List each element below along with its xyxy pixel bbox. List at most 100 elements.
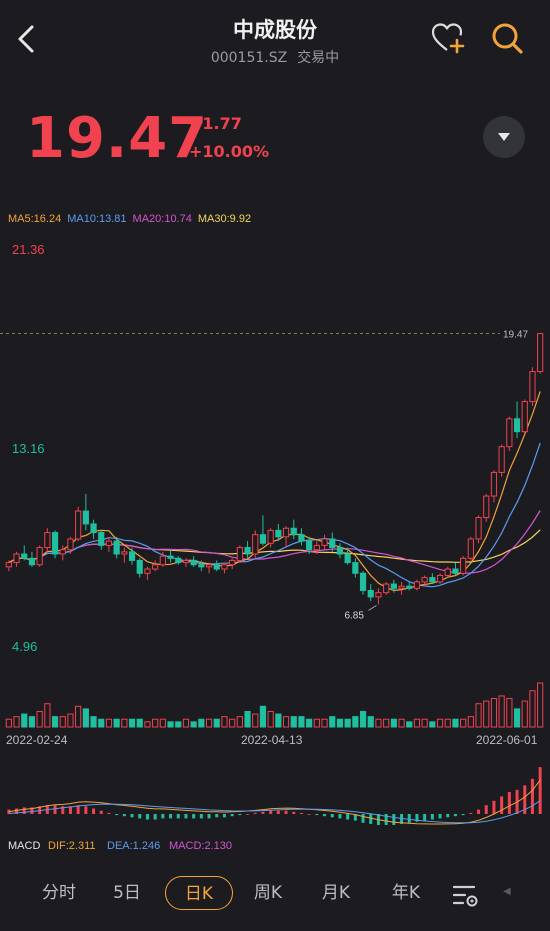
period-tab-bar: 分时 5日 日K 周K 月K 年K: [0, 870, 550, 916]
candle-body: [128, 551, 136, 561]
macd-bar: [92, 808, 96, 814]
candle-body: [205, 564, 213, 568]
candle-body: [429, 577, 436, 583]
heart-plus-icon: [431, 23, 465, 54]
volume-bar: [383, 718, 390, 728]
candle-body: [36, 547, 43, 566]
macd-bar: [145, 814, 149, 820]
candle-body: [282, 527, 290, 538]
stock-code: 000151.SZ: [210, 50, 288, 66]
add-favorite-button[interactable]: [430, 20, 466, 56]
candle-body: [352, 562, 359, 574]
volume-bar: [128, 718, 136, 728]
macd-title: MACD: [8, 840, 40, 852]
ma-label: MA5:16.24: [8, 213, 62, 225]
candle-body: [21, 553, 28, 559]
volume-bar: [460, 718, 467, 728]
candle-body: [521, 401, 528, 433]
volume-bar: [306, 718, 313, 728]
candle-body: [190, 559, 197, 566]
volume-bar: [336, 718, 344, 728]
macd-bar: [346, 814, 350, 820]
axis-min-label: 4.96: [12, 639, 37, 654]
search-button[interactable]: [488, 19, 526, 57]
candle-body: [175, 557, 182, 564]
tab-6[interactable]: 年K: [391, 883, 421, 903]
candle-body: [267, 529, 274, 544]
back-button[interactable]: [10, 22, 44, 56]
ma5-line: [8, 391, 541, 592]
volume-bar: [5, 718, 12, 728]
macd-bar: [338, 814, 342, 819]
expand-quote-button[interactable]: [483, 116, 525, 158]
volume-bar: [28, 716, 36, 728]
macd-bar: [507, 792, 511, 814]
candle-body: [413, 581, 421, 589]
macd-bar: [430, 814, 434, 820]
tab-5[interactable]: 月K: [321, 883, 351, 903]
macd-bar: [253, 812, 257, 814]
candle-body: [367, 589, 374, 598]
macd-bar: [122, 814, 126, 817]
candle-body: [136, 559, 143, 574]
volume-bar: [198, 718, 205, 728]
candle-body: [460, 557, 467, 574]
candle-body: [483, 495, 490, 519]
header: 中成股份 000151.SZ 交易中: [0, 0, 550, 80]
tab-4[interactable]: 周K: [253, 883, 283, 903]
date-label: 2022-06-01: [476, 733, 538, 747]
volume-bar: [421, 718, 428, 728]
volume-bar: [444, 718, 451, 728]
volume-bar: [213, 718, 220, 728]
candle-body: [398, 585, 405, 589]
volume-bar: [298, 716, 305, 728]
macd-bar: [415, 814, 419, 822]
macd-bar: [261, 811, 265, 814]
macd-bar: [453, 814, 457, 817]
macd-bar: [138, 814, 142, 819]
volume-bar: [236, 716, 243, 728]
macd-bar: [407, 814, 411, 823]
low-marker-line: [368, 605, 377, 611]
candle-body: [444, 568, 451, 576]
volume-bar: [359, 710, 367, 728]
ma-label: MA30:9.92: [197, 213, 252, 225]
volume-bar: [344, 718, 351, 728]
macd-bar: [61, 806, 65, 814]
candle-body: [28, 557, 36, 566]
tab-1[interactable]: 分时: [42, 883, 76, 903]
candle-body: [383, 583, 390, 594]
volume-bar: [136, 718, 143, 728]
price-change: +1.77: [189, 114, 242, 133]
macd-bar: [192, 814, 196, 819]
macd-bar: [484, 805, 488, 814]
chart-settings-button[interactable]: [452, 884, 480, 908]
macd-bar: [269, 810, 273, 814]
macd-dea-line: [8, 800, 541, 824]
candle-body: [113, 540, 120, 555]
macd-bar: [107, 812, 111, 814]
tab-3[interactable]: 日K: [165, 876, 233, 910]
volume-bar: [36, 710, 43, 728]
volume-bar: [275, 713, 282, 728]
macd-bar: [153, 814, 157, 820]
candle-body: [259, 534, 267, 544]
stock-name: 中成股份: [233, 18, 317, 42]
volume-bar: [98, 718, 105, 728]
macd-bar: [446, 814, 450, 818]
candle-body: [75, 510, 82, 540]
candle-body: [98, 532, 105, 546]
tab-2[interactable]: 5日: [113, 883, 141, 903]
candle-body: [452, 568, 459, 574]
kline-chart[interactable]: 21.36 13.16 4.96 19.47 6.85 2022-02-24 2022-04…: [0, 230, 550, 860]
volume-bar: [121, 718, 128, 728]
date-label: 2022-02-24: [6, 733, 68, 747]
date-label: 2022-04-13: [241, 733, 303, 747]
macd-bar: [538, 767, 542, 814]
macd-bar: [215, 814, 219, 818]
volume-bar: [175, 721, 182, 728]
triangle-left-icon[interactable]: ◀: [503, 886, 511, 897]
macd-bar: [284, 810, 288, 814]
volume-bar: [413, 718, 421, 728]
macd-bar: [184, 814, 188, 819]
